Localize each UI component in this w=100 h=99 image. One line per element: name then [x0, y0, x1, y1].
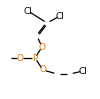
Text: O: O: [16, 53, 24, 62]
Text: O: O: [38, 42, 46, 51]
Text: Cl: Cl: [56, 11, 64, 20]
Text: Cl: Cl: [79, 67, 87, 76]
Text: Cl: Cl: [24, 7, 32, 16]
Text: P: P: [32, 53, 38, 62]
Text: O: O: [40, 66, 46, 75]
